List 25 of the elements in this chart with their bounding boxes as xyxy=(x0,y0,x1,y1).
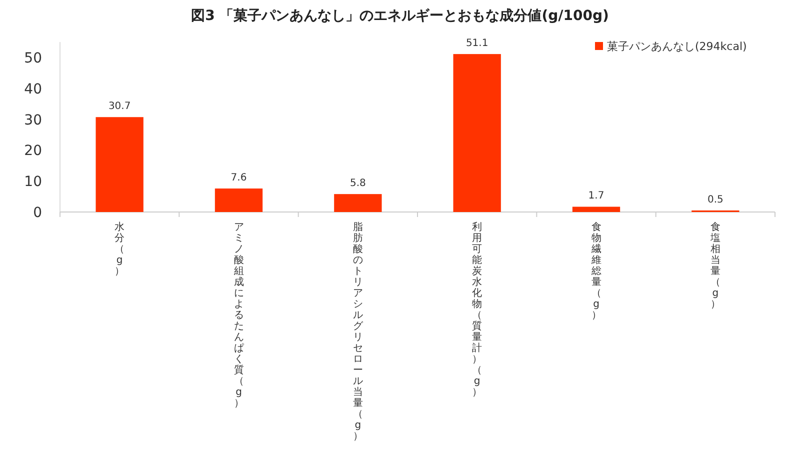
y-tick-label: 10 xyxy=(24,174,42,190)
y-tick-label: 50 xyxy=(24,50,42,66)
bar xyxy=(334,194,382,212)
y-tick-label: 20 xyxy=(24,143,42,160)
data-label: 30.7 xyxy=(108,101,131,112)
bar xyxy=(453,54,501,212)
category-label: 利用可能炭水化物（質量計）（g） xyxy=(472,222,482,398)
bar xyxy=(572,206,620,212)
x-tick-label: 食塩相当量（g） xyxy=(709,221,720,310)
bar xyxy=(96,117,144,212)
data-label: 7.6 xyxy=(230,172,247,184)
legend-label: 菓子パンあんなし(294kcal) xyxy=(607,40,747,53)
category-label: 脂肪酸のトリアシルグリセロール当量（g） xyxy=(352,222,363,442)
y-tick-label: 0 xyxy=(33,205,42,221)
y-tick-label: 30 xyxy=(24,112,42,128)
data-label: 1.7 xyxy=(588,190,604,202)
category-label: アミノ酸組成によるたんぱく質（g） xyxy=(234,222,244,409)
bar xyxy=(214,188,263,212)
category-label: 食物繊維総量（g） xyxy=(591,222,602,321)
data-label: 0.5 xyxy=(707,194,724,206)
data-label: 51.1 xyxy=(466,38,488,50)
y-tick-label: 40 xyxy=(24,81,42,98)
data-label: 5.8 xyxy=(350,178,366,190)
chart-title: 図3 「菓子パンあんなし」のエネルギーとおもな成分値(g/100g) xyxy=(191,8,609,24)
x-tick-label: 水分（g） xyxy=(114,221,125,277)
